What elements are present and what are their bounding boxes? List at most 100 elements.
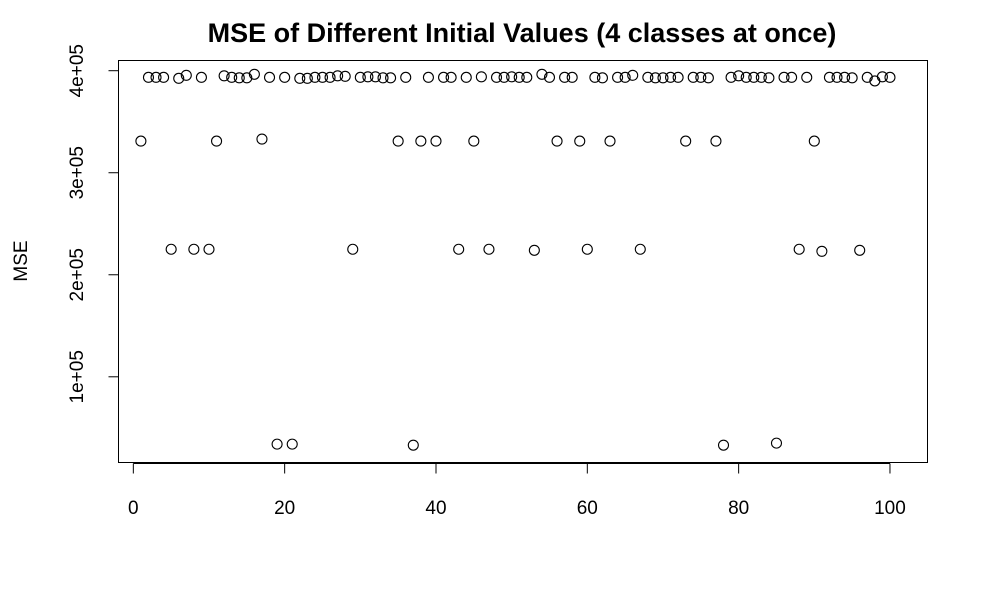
data-point [687,71,699,83]
data-point [354,71,366,83]
data-point [740,71,752,83]
data-point [717,439,730,451]
y-axis: 1e+05 2e+05 3e+05 4e+05 [67,44,119,403]
data-point [483,243,495,255]
data-point [536,68,548,80]
data-point [195,71,207,83]
data-point [498,71,510,83]
x-axis: 0 20 40 60 80 100 [128,463,906,519]
data-point [263,71,276,83]
data-point [604,135,616,147]
y-tick-label: 4e+05 [67,44,88,97]
x-tick-label: 100 [874,498,906,519]
x-tick-label: 0 [128,498,139,519]
data-point [672,71,684,83]
data-point [816,245,828,257]
chart-title: MSE of Different Initial Values (4 class… [208,18,837,48]
x-tick-label: 60 [577,498,598,519]
data-point [839,71,851,83]
data-point [316,71,329,83]
data-point [702,72,714,84]
data-point [490,71,503,83]
data-point [801,71,813,83]
data-point [339,70,351,82]
data-point [876,71,888,83]
data-point [460,71,472,83]
data-point [309,71,321,83]
data-point [438,71,450,83]
data-point [559,71,571,83]
data-point [793,243,805,255]
data-point [755,71,767,83]
data-point [400,71,412,83]
x-tick-label: 40 [425,498,446,519]
data-point [445,71,457,83]
data-point [627,69,639,81]
data-point [596,72,608,84]
data-point [369,71,382,83]
data-point [279,71,291,83]
data-point [392,135,404,147]
y-tick-label: 2e+05 [67,248,88,301]
data-point [241,72,253,84]
data-point [581,243,593,255]
data-point [218,70,230,82]
data-point [823,71,835,83]
data-point [506,71,518,83]
data-point [861,71,873,83]
y-tick-label: 1e+05 [67,350,88,403]
data-point [332,70,344,82]
data-point [786,71,798,83]
data-point [468,135,480,147]
data-point [657,72,669,84]
data-point [203,243,215,255]
data-point [528,244,540,256]
data-point [158,71,170,83]
data-point [619,71,631,83]
data-point [680,135,692,147]
data-point [135,135,147,147]
data-point [142,71,155,83]
data-point [566,71,578,83]
data-point [710,135,722,147]
data-point [188,243,200,255]
data-point [695,71,707,83]
data-point [150,71,162,83]
data-point [733,70,745,82]
data-point [211,135,223,147]
data-point [763,72,775,84]
data-point [521,71,533,83]
data-point [854,244,866,256]
data-point [543,71,556,83]
data-point [407,439,419,451]
data-point [256,133,268,145]
data-point [422,71,434,83]
data-point [513,71,525,83]
data-point [226,71,238,83]
data-point [846,72,858,84]
data-point [415,135,427,147]
y-axis-label: MSE [11,240,32,281]
data-point [551,135,563,147]
x-tick-label: 80 [728,498,749,519]
data-point [294,72,306,84]
data-point [475,71,487,83]
plot-area-frame [118,60,928,463]
data-point [248,68,260,80]
data-point [453,243,465,255]
data-point [778,71,790,83]
data-point [271,438,283,450]
x-tick-label: 20 [274,498,295,519]
data-point [165,243,177,255]
data-point [430,135,442,147]
data-point [377,72,389,84]
data-point [233,72,245,84]
data-point [664,71,677,83]
data-point [642,71,654,83]
data-point [649,72,661,84]
data-point [574,135,586,147]
data-point [324,71,336,83]
data-point [385,72,397,84]
data-point [831,71,843,83]
